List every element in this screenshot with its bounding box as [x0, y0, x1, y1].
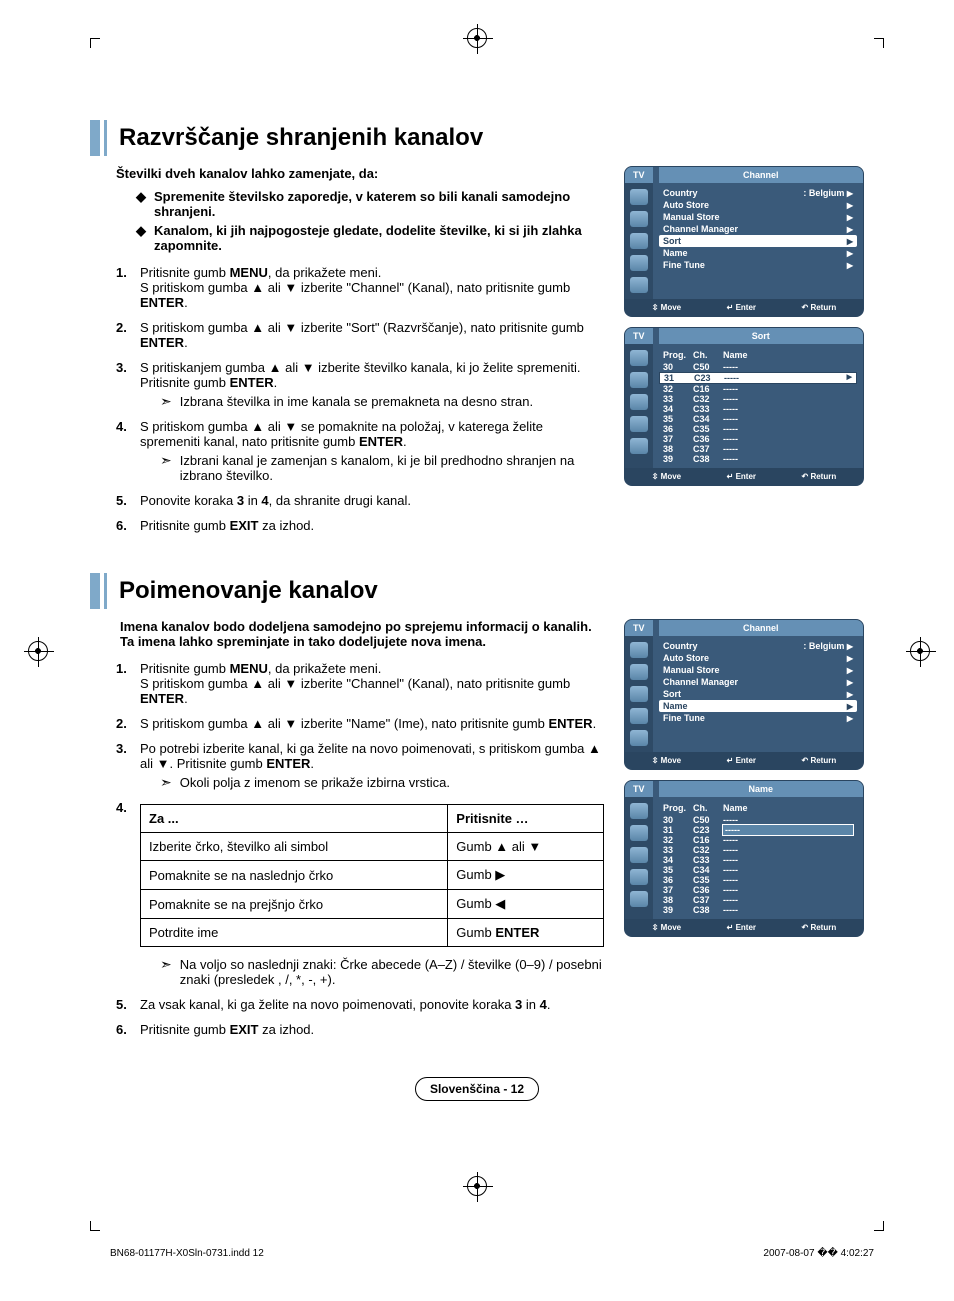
footer-left: BN68-01177H-X0Sln-0731.indd 12: [110, 1248, 264, 1259]
heading-1: Razvrščanje shranjenih kanalov: [90, 120, 864, 156]
osd-side-icon: [630, 372, 648, 388]
osd-list-row[interactable]: 30C50-----: [659, 362, 857, 372]
osd-side-icon: [630, 708, 648, 724]
intro-bullet: ◆Kanalom, ki jih najpogosteje gledate, d…: [136, 223, 604, 253]
osd-menu-item[interactable]: Name ▶: [659, 700, 857, 712]
osd-side-icon: [630, 350, 648, 366]
osd-list-row[interactable]: 36C35-----: [659, 424, 857, 434]
step: 1.Pritisnite gumb MENU, da prikažete men…: [116, 661, 604, 706]
osd-list-row[interactable]: 31C23-----: [659, 825, 857, 835]
osd-menu-item[interactable]: Manual Store ▶: [659, 664, 857, 676]
osd-menu-item[interactable]: Country: Belgium ▶: [659, 187, 857, 199]
step: 1.Pritisnite gumb MENU, da prikažete men…: [116, 265, 604, 310]
osd-menu-item[interactable]: Fine Tune ▶: [659, 712, 857, 724]
osd-side-icon: [630, 664, 648, 680]
osd-list-row[interactable]: 37C36-----: [659, 434, 857, 444]
step: 4.S pritiskom gumba ▲ ali ▼ se pomaknite…: [116, 419, 604, 483]
osd-list-row[interactable]: 35C34-----: [659, 414, 857, 424]
osd-menu-item[interactable]: Sort ▶: [659, 235, 857, 247]
osd-side-icon: [630, 847, 648, 863]
heading-2-text: Poimenovanje kanalov: [119, 573, 378, 609]
osd-side-icon: [630, 394, 648, 410]
osd-channel: TVChannelCountry: Belgium ▶Auto Store ▶M…: [624, 619, 864, 770]
osd-menu-item[interactable]: Manual Store ▶: [659, 211, 857, 223]
osd-list-row[interactable]: 33C32-----: [659, 394, 857, 404]
osd-side-icon: [630, 438, 648, 454]
osd-menu-item[interactable]: Country: Belgium ▶: [659, 640, 857, 652]
osd-side-icon: [630, 233, 648, 249]
osd-side-icon: [630, 825, 648, 841]
osd-side-icon: [630, 891, 648, 907]
step: 5.Ponovite koraka 3 in 4, da shranite dr…: [116, 493, 604, 508]
osd-side-icon: [630, 642, 648, 658]
page-label: Slovenščina - 12: [90, 1077, 864, 1101]
osd-side-icon: [630, 416, 648, 432]
action-table: Za ...Pritisnite …Izberite črko, številk…: [140, 804, 604, 947]
osd-side-icon: [630, 803, 648, 819]
osd-side-icon: [630, 730, 648, 746]
osd-list-row[interactable]: 34C33-----: [659, 855, 857, 865]
osd-side-icon: [630, 255, 648, 271]
intro-bullet: ◆Spremenite številsko zaporedje, v kater…: [136, 189, 604, 219]
osd-list-row[interactable]: 30C50-----: [659, 815, 857, 825]
osd-side-icon: [630, 686, 648, 702]
intro-1: Številki dveh kanalov lahko zamenjate, d…: [116, 166, 604, 181]
heading-2: Poimenovanje kanalov: [90, 573, 864, 609]
osd-list-row[interactable]: 39C38-----: [659, 905, 857, 915]
step: 2.S pritiskom gumba ▲ ali ▼ izberite "So…: [116, 320, 604, 350]
osd-list-row[interactable]: 38C37-----: [659, 444, 857, 454]
osd-list-row[interactable]: 33C32-----: [659, 845, 857, 855]
osd-list-row[interactable]: 35C34-----: [659, 865, 857, 875]
osd-channel: TVChannelCountry: Belgium ▶Auto Store ▶M…: [624, 166, 864, 317]
osd-list-row[interactable]: 34C33-----: [659, 404, 857, 414]
footer: BN68-01177H-X0Sln-0731.indd 12 2007-08-0…: [110, 1248, 874, 1259]
osd-list-row[interactable]: 32C16-----: [659, 384, 857, 394]
step: 3.Po potrebi izberite kanal, ki ga želit…: [116, 741, 604, 790]
section-sort: Razvrščanje shranjenih kanalov Številki …: [90, 120, 864, 543]
osd-menu-item[interactable]: Channel Manager ▶: [659, 223, 857, 235]
step: 3.S pritiskanjem gumba ▲ ali ▼ izberite …: [116, 360, 604, 409]
heading-1-text: Razvrščanje shranjenih kanalov: [119, 120, 483, 156]
step: 2.S pritiskom gumba ▲ ali ▼ izberite "Na…: [116, 716, 604, 731]
step-table: 4.Za ...Pritisnite …Izberite črko, števi…: [116, 800, 604, 987]
osd-menu-item[interactable]: Auto Store ▶: [659, 652, 857, 664]
osd-list-row[interactable]: 31C23-----: [659, 372, 857, 384]
osd-list-row[interactable]: 36C35-----: [659, 875, 857, 885]
section-name: Poimenovanje kanalov Imena kanalov bodo …: [90, 573, 864, 1047]
osd-side-icon: [630, 277, 648, 293]
footer-right: 2007-08-07 �� 4:02:27: [763, 1248, 874, 1259]
step: 5.Za vsak kanal, ki ga želite na novo po…: [116, 997, 604, 1012]
osd-menu-item[interactable]: Name ▶: [659, 247, 857, 259]
step: 6.Pritisnite gumb EXIT za izhod.: [116, 1022, 604, 1037]
osd-menu-item[interactable]: Channel Manager ▶: [659, 676, 857, 688]
step: 6.Pritisnite gumb EXIT za izhod.: [116, 518, 604, 533]
osd-side-icon: [630, 869, 648, 885]
osd-sort: TVSortProg.Ch.Name30C50-----31C23-----32…: [624, 327, 864, 486]
osd-list-row[interactable]: 38C37-----: [659, 895, 857, 905]
osd-list-row[interactable]: 37C36-----: [659, 885, 857, 895]
osd-side-icon: [630, 189, 648, 205]
osd-side-icon: [630, 211, 648, 227]
osd-list-row[interactable]: 39C38-----: [659, 454, 857, 464]
osd-menu-item[interactable]: Sort ▶: [659, 688, 857, 700]
osd-menu-item[interactable]: Fine Tune ▶: [659, 259, 857, 271]
intro-2: Imena kanalov bodo dodeljena samodejno p…: [120, 619, 604, 649]
osd-menu-item[interactable]: Auto Store ▶: [659, 199, 857, 211]
osd-list-row[interactable]: 32C16-----: [659, 835, 857, 845]
osd-name: TVNameProg.Ch.Name30C50-----31C23-----32…: [624, 780, 864, 937]
